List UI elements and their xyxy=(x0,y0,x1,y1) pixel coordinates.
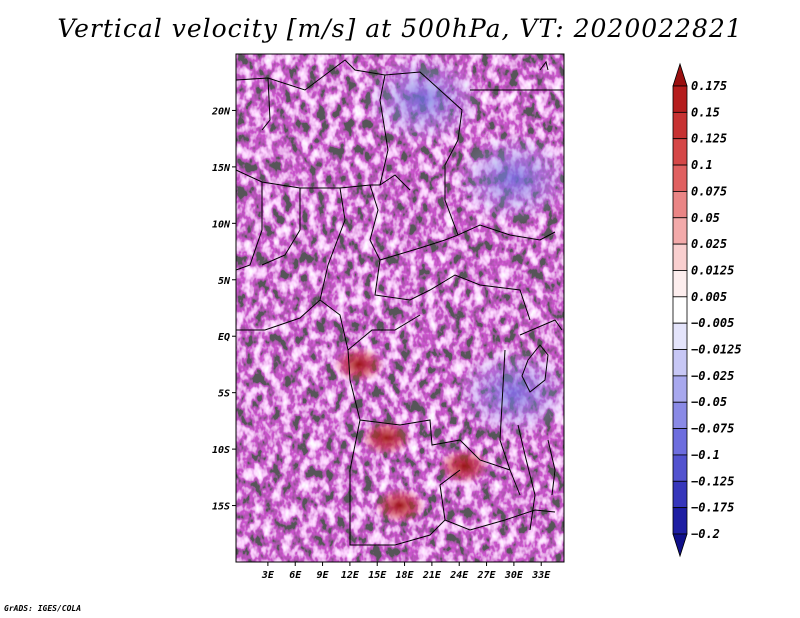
y-tick-label: 5N xyxy=(218,276,231,287)
colorbar-box xyxy=(672,507,688,535)
colorbar-box xyxy=(672,375,688,403)
colorbar-label: 0.1 xyxy=(691,158,713,172)
colorbar-box xyxy=(672,62,688,87)
x-tick-label: 27E xyxy=(477,570,497,581)
colorbar-box xyxy=(672,243,688,271)
colorbar-label: −0.125 xyxy=(691,474,734,488)
grads-credit: GrADS: IGES/COLA xyxy=(4,604,82,613)
colorbar-label: −0.005 xyxy=(691,316,734,330)
y-tick-label: 10S xyxy=(212,445,230,456)
field-feature xyxy=(453,133,564,224)
colorbar-labels: 0.175 0.15 0.125 0.1 0.075 0.05 0.025 0.0125 0.0… xyxy=(691,79,742,541)
velocity-field xyxy=(236,54,564,562)
colorbar-box xyxy=(672,428,688,456)
chart-title: Vertical velocity [m/s] at 500hPa, VT: 2… xyxy=(57,14,743,43)
colorbar-label: 0.0125 xyxy=(691,263,734,277)
field-feature xyxy=(362,54,483,145)
colorbar-label: −0.05 xyxy=(691,395,727,409)
colorbar-label: 0.075 xyxy=(691,184,727,198)
colorbar-box xyxy=(672,533,688,558)
field-feature xyxy=(360,419,413,456)
x-tick-label: 21E xyxy=(422,570,442,581)
field-feature xyxy=(374,487,426,524)
colorbar-label: 0.15 xyxy=(691,105,720,119)
colorbar-label: 0.05 xyxy=(691,211,720,225)
colorbar-box xyxy=(672,138,688,166)
colorbar-label: −0.175 xyxy=(691,501,734,515)
x-tick-label: 3E xyxy=(261,570,275,581)
field-feature xyxy=(453,347,564,438)
x-tick-label: 6E xyxy=(289,570,302,581)
y-tick-label: 5S xyxy=(218,389,230,400)
colorbar-label: −0.1 xyxy=(691,448,720,462)
colorbar-box xyxy=(672,164,688,192)
x-tick-label: 24E xyxy=(449,570,469,581)
colorbar-label: −0.2 xyxy=(691,527,720,541)
colorbar-box xyxy=(672,217,688,245)
y-tick-label: 15S xyxy=(212,502,230,513)
x-tick-label: 9E xyxy=(317,570,330,581)
x-tick-label: 18E xyxy=(396,570,415,581)
colorbar-label: 0.025 xyxy=(691,237,727,251)
x-tick-label: 30E xyxy=(504,570,524,581)
colorbar-box xyxy=(672,270,688,298)
colorbar-box xyxy=(672,401,688,429)
y-tick-label: 15N xyxy=(212,163,231,174)
colorbar-box xyxy=(672,349,688,377)
field-feature xyxy=(333,346,385,383)
plot-frame xyxy=(235,53,565,563)
x-tick-label: 15E xyxy=(368,570,387,581)
x-tick-label: 12E xyxy=(341,570,360,581)
field-features xyxy=(333,54,564,524)
country-borders xyxy=(235,59,564,546)
y-tick-label: EQ xyxy=(218,332,230,343)
colorbar-label: −0.0125 xyxy=(691,343,742,357)
colorbar-box xyxy=(672,111,688,140)
axis-ticks: 3E 6E 9E 12E 15E 18E 21E 24E 27E 30E 33E 20N 15N 10N 5… xyxy=(211,106,551,581)
y-tick-label: 20N xyxy=(211,106,231,117)
colorbar-box xyxy=(672,191,688,219)
colorbar-label: 0.125 xyxy=(691,132,727,146)
colorbar-box xyxy=(672,454,688,482)
colorbar-label: 0.175 xyxy=(691,79,727,93)
colorbar-boxes xyxy=(672,62,688,558)
x-tick-label: 33E xyxy=(531,570,551,581)
colorbar-box xyxy=(672,85,688,113)
colorbar-box xyxy=(672,322,688,350)
y-tick-label: 10N xyxy=(212,219,231,230)
colorbar-label: −0.025 xyxy=(691,369,734,383)
colorbar-label: 0.005 xyxy=(691,290,727,304)
colorbar-box xyxy=(672,480,688,509)
colorbar-box xyxy=(672,296,688,324)
colorbar-label: −0.075 xyxy=(691,422,734,436)
